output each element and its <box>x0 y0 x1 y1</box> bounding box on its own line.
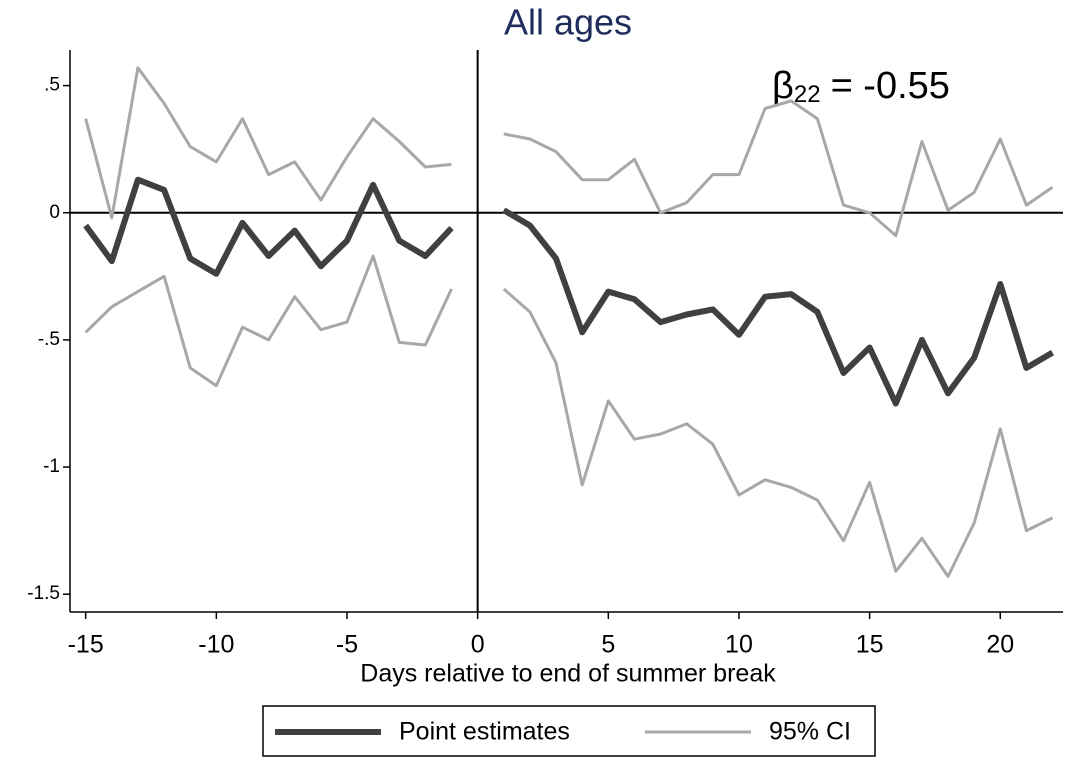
annotation-symbol: β <box>772 65 794 107</box>
legend-label: 95% CI <box>769 718 851 746</box>
legend-box <box>262 705 876 757</box>
line <box>83 176 1055 407</box>
y-tick-label: .5 <box>44 75 60 96</box>
x-tick-label: -5 <box>336 631 358 659</box>
y-tick-label: 0 <box>49 202 60 223</box>
annotation-subscript: 22 <box>794 81 821 108</box>
x-tick-label: -10 <box>198 631 234 659</box>
x-tick-label: 5 <box>601 631 615 659</box>
x-tick-label: -15 <box>68 631 104 659</box>
line-lower <box>84 254 1054 578</box>
x-tick-label: 20 <box>986 631 1014 659</box>
y-tick-label: -1.5 <box>27 583 60 604</box>
legend-label: Point estimates <box>399 718 570 746</box>
y-tick-label: -.5 <box>38 329 60 350</box>
annotation: β22 = -0.55 <box>772 65 950 108</box>
x-tick-label: 15 <box>856 631 884 659</box>
x-tick-label: 0 <box>471 631 485 659</box>
chart-title: All ages <box>504 2 632 43</box>
x-axis-label: Days relative to end of summer break <box>360 660 776 688</box>
line <box>84 66 1054 238</box>
annotation-text: = -0.55 <box>831 65 950 107</box>
x-tick-label: 10 <box>725 631 753 659</box>
y-tick-label: -1 <box>43 456 60 477</box>
